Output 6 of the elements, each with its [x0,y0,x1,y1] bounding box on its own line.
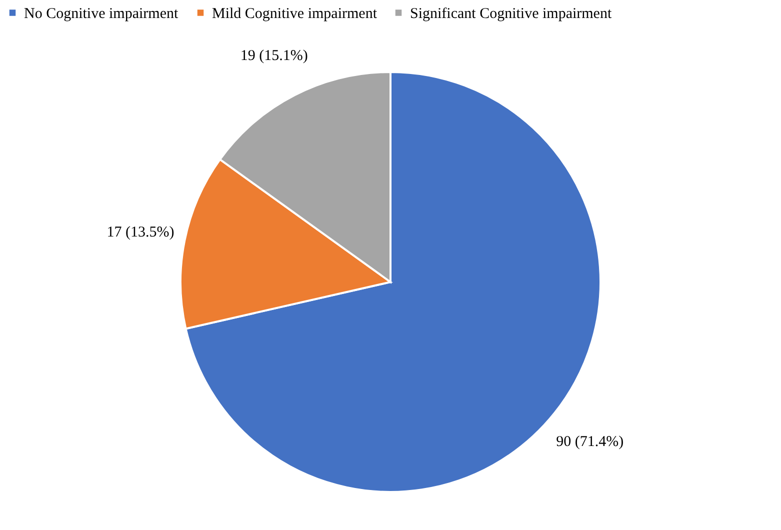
data-label: 17 (13.5%) [106,224,174,240]
data-label: 19 (15.1%) [240,48,308,64]
data-label: 90 (71.4%) [556,434,624,450]
legend-label: Significant Cognitive impairment [410,6,612,22]
legend-label: Mild Cognitive impairment [212,6,378,22]
legend-label: No Cognitive impairment [24,6,179,22]
